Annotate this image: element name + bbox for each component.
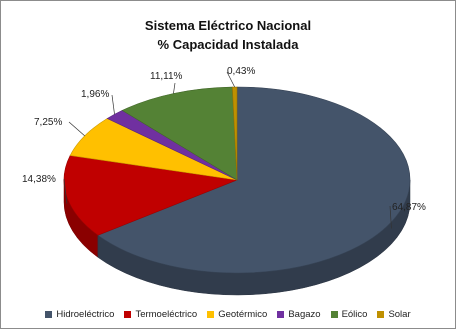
chart-title-block: Sistema Eléctrico Nacional % Capacidad I… bbox=[0, 16, 456, 54]
legend-item-termoeléctrico: Termoeléctrico bbox=[124, 309, 197, 320]
legend-label: Geotérmico bbox=[218, 309, 268, 320]
data-label-bagazo: 1,96% bbox=[81, 89, 109, 100]
legend-item-bagazo: Bagazo bbox=[277, 309, 321, 320]
chart-title: Sistema Eléctrico Nacional bbox=[144, 18, 312, 33]
legend-swatch bbox=[124, 311, 132, 318]
leader-line-hidroeléctrico bbox=[389, 205, 392, 229]
legend-label: Solar bbox=[388, 309, 411, 320]
legend-label: Bagazo bbox=[288, 309, 321, 320]
data-label-hidroeléctrico: 64,87% bbox=[392, 202, 426, 213]
data-label-eólico: 11,11% bbox=[150, 71, 183, 82]
legend-item-solar: Solar bbox=[377, 309, 411, 320]
leader-line-termoeléctrico bbox=[63, 178, 68, 204]
pie-slice-termoeléctrico bbox=[63, 155, 239, 236]
legend-swatch bbox=[330, 311, 338, 318]
legend: Hidroeléctrico Termoeléctrico Geotérmico Ba… bbox=[0, 309, 456, 320]
legend-item-eólico: Eólico bbox=[330, 309, 368, 320]
legend-label: Hidroeléctrico bbox=[56, 309, 115, 320]
legend-swatch bbox=[207, 311, 215, 318]
data-label-solar: 0,43% bbox=[227, 66, 255, 77]
legend-swatch bbox=[45, 311, 53, 318]
legend-swatch bbox=[377, 311, 385, 318]
leader-line-bagazo bbox=[111, 94, 115, 115]
legend-label: Termoeléctrico bbox=[135, 309, 198, 320]
data-label-geotérmico: 7,25% bbox=[34, 117, 62, 128]
leader-line-solar bbox=[226, 71, 235, 88]
legend-label: Eólico bbox=[341, 309, 368, 320]
pie-slice-hidroeléctrico bbox=[97, 86, 411, 274]
pie-slice-solar bbox=[232, 86, 238, 181]
leader-line-geotérmico bbox=[68, 121, 85, 137]
chart-subtitle: % Capacidad Instalada bbox=[157, 37, 299, 52]
data-label-termoeléctrico: 14,38% bbox=[22, 174, 56, 185]
legend-swatch bbox=[277, 311, 285, 318]
leader-line-eólico bbox=[173, 82, 176, 94]
legend-item-hidroeléctrico: Hidroeléctrico bbox=[45, 309, 114, 320]
legend-item-geotérmico: Geotérmico bbox=[207, 309, 267, 320]
